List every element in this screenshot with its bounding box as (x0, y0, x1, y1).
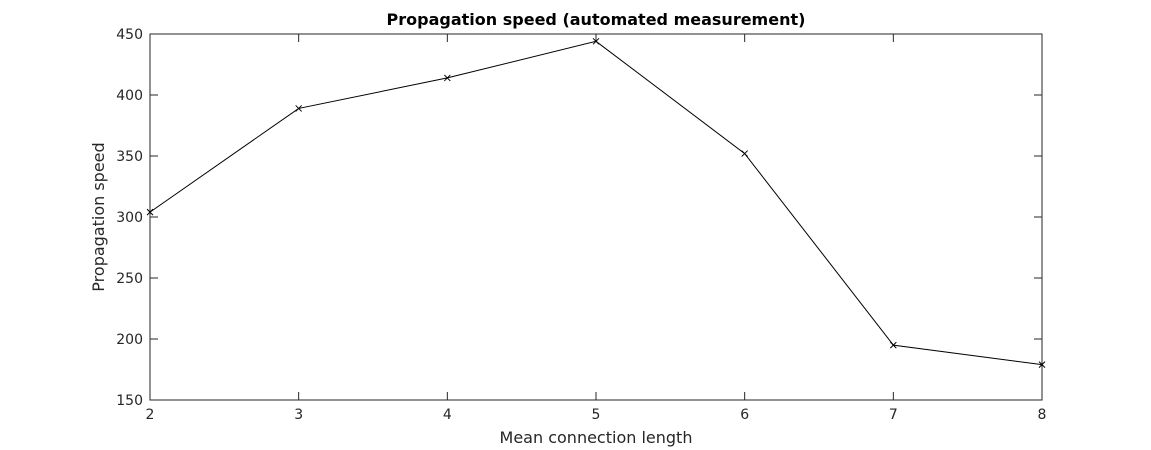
y-tick-label: 300 (116, 210, 143, 226)
data-point-marker (1038, 361, 1046, 368)
x-tick-label: 7 (889, 407, 898, 423)
data-point-marker (592, 37, 600, 45)
y-tick-label: 200 (116, 332, 143, 348)
axes-box (149, 33, 1043, 401)
data-point-marker (295, 105, 303, 112)
chart-title: Propagation speed (automated measurement… (387, 10, 806, 29)
data-point-marker (146, 208, 154, 216)
plot-area: 2 3 4 5 6 7 8 150 200 250 300 350 400 450 (116, 27, 1046, 423)
y-tick-label: 450 (116, 27, 143, 43)
y-axis-label: Propagation speed (89, 142, 108, 291)
x-tick-label: 3 (294, 407, 303, 423)
y-tick-label: 250 (116, 271, 143, 287)
data-point-marker (741, 150, 749, 157)
y-tick-label: 350 (116, 149, 143, 165)
x-tick-label: 5 (592, 407, 601, 423)
y-tick-label: 400 (116, 88, 143, 104)
x-tick-label: 8 (1038, 407, 1047, 423)
data-point-marker (443, 74, 451, 82)
data-point-marker (889, 341, 897, 349)
x-tick-label: 2 (146, 407, 155, 423)
y-tick-label: 150 (116, 393, 143, 409)
x-axis-label: Mean connection length (500, 428, 693, 447)
x-tick-label: 4 (443, 407, 452, 423)
x-tick-label: 6 (740, 407, 749, 423)
